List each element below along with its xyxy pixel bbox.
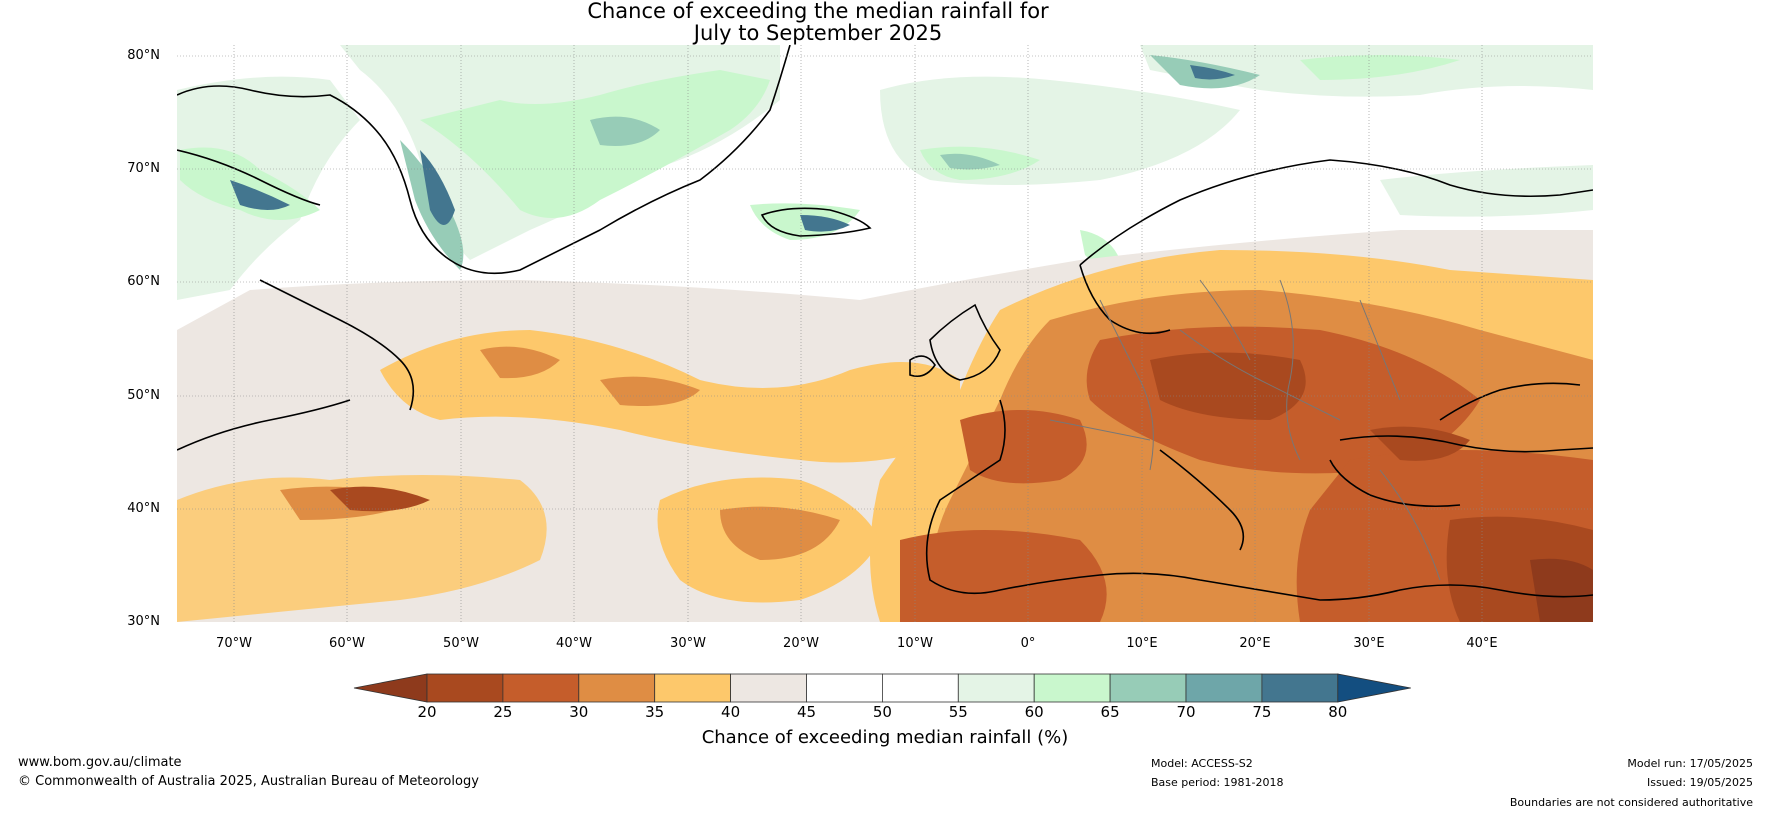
colorbar-tick-label: 60 bbox=[1024, 703, 1044, 721]
colorbar-tick-label: 80 bbox=[1328, 703, 1348, 721]
lon-label-0: 0° bbox=[1020, 636, 1036, 651]
lat-label-80n: 80°N bbox=[127, 48, 160, 63]
colorbar-swatch bbox=[1185, 673, 1263, 703]
map-title-line1: Chance of exceeding the median rainfall … bbox=[587, 0, 1049, 23]
lon-label-40w: 40°W bbox=[556, 636, 592, 651]
colorbar-swatch bbox=[806, 673, 883, 703]
country-borders bbox=[1049, 279, 1441, 581]
colorbar-tick-label: 35 bbox=[645, 703, 665, 721]
issued-text: Issued: 19/05/2025 bbox=[1646, 776, 1753, 789]
colorbar-label: Chance of exceeding median rainfall (%) bbox=[701, 727, 1069, 748]
colorbar-tick-label: 40 bbox=[721, 703, 741, 721]
lat-label-60n: 60°N bbox=[127, 274, 160, 289]
colorbar-swatch bbox=[502, 673, 580, 703]
colorbar-tick-label: 75 bbox=[1252, 703, 1272, 721]
colorbar-swatch bbox=[882, 673, 959, 703]
lon-label-60w: 60°W bbox=[329, 636, 365, 651]
lon-label-10e: 10°E bbox=[1126, 636, 1158, 651]
colorbar-tick-label: 65 bbox=[1100, 703, 1120, 721]
coastlines bbox=[177, 45, 1593, 601]
disclaimer-text: Boundaries are not considered authoritat… bbox=[1509, 796, 1753, 809]
colorbar-tick-label: 30 bbox=[569, 703, 589, 721]
colorbar-tick-label: 55 bbox=[948, 703, 968, 721]
lon-label-30e: 30°E bbox=[1353, 636, 1385, 651]
website-link[interactable]: www.bom.gov.au/climate bbox=[18, 755, 182, 770]
colorbar-tick-label: 20 bbox=[417, 703, 437, 721]
lon-label-70w: 70°W bbox=[216, 636, 252, 651]
model-text: Model: ACCESS-S2 bbox=[1151, 757, 1253, 770]
lat-label-30n: 30°N bbox=[127, 614, 160, 629]
lon-label-20e: 20°E bbox=[1239, 636, 1271, 651]
colorbar-tick-label: 70 bbox=[1176, 703, 1196, 721]
colorbar-swatch bbox=[1033, 673, 1111, 703]
lat-label-70n: 70°N bbox=[127, 161, 160, 176]
colorbar-tick-label: 45 bbox=[796, 703, 817, 721]
colorbar-extend-high bbox=[1337, 673, 1411, 703]
lon-label-50w: 50°W bbox=[443, 636, 479, 651]
colorbar-swatch bbox=[578, 673, 656, 703]
wet-anomaly-fields bbox=[177, 45, 1593, 582]
dry-anomaly-fields bbox=[177, 250, 1593, 622]
copyright-text: © Commonwealth of Australia 2025, Austra… bbox=[18, 774, 479, 789]
map-title-line2: July to September 2025 bbox=[693, 21, 943, 45]
colorbar-swatch bbox=[1109, 673, 1187, 703]
colorbar-swatch bbox=[654, 673, 732, 703]
lon-label-30w: 30°W bbox=[670, 636, 706, 651]
colorbar bbox=[353, 673, 1411, 703]
lat-label-40n: 40°N bbox=[127, 501, 160, 516]
model-run-text: Model run: 17/05/2025 bbox=[1627, 757, 1753, 770]
colorbar-tick-label: 25 bbox=[493, 703, 513, 721]
lon-label-40e: 40°E bbox=[1466, 636, 1498, 651]
colorbar-swatch bbox=[1261, 673, 1339, 703]
colorbar-swatch bbox=[730, 673, 807, 703]
lon-label-10w: 10°W bbox=[897, 636, 933, 651]
colorbar-tick-label: 50 bbox=[872, 703, 892, 721]
graticule bbox=[177, 45, 1593, 622]
colorbar-swatch bbox=[426, 673, 504, 703]
lat-label-50n: 50°N bbox=[127, 388, 160, 403]
colorbar-extend-low bbox=[353, 673, 428, 703]
base-period-text: Base period: 1981-2018 bbox=[1151, 776, 1284, 789]
colorbar-swatch bbox=[957, 673, 1035, 703]
lon-label-20w: 20°W bbox=[783, 636, 819, 651]
